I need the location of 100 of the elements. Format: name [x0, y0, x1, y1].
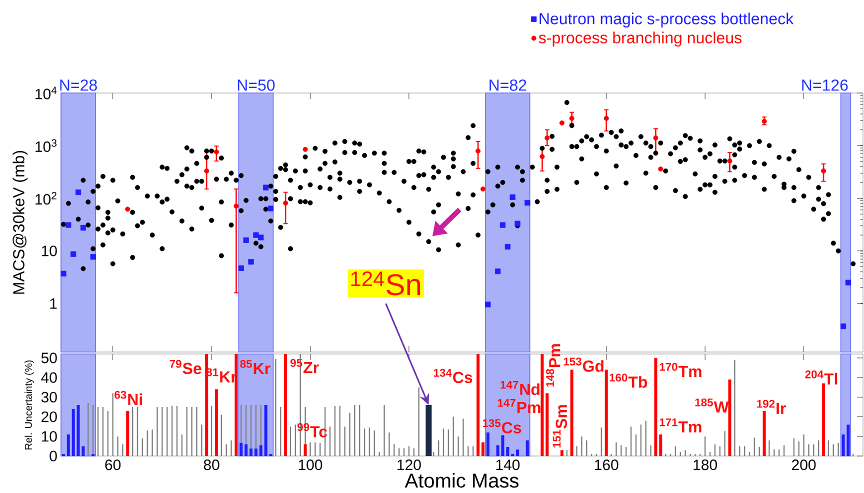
annotation: $^{151}$Sm — [552, 405, 568, 448]
point — [514, 220, 520, 226]
bar — [126, 410, 130, 456]
point — [66, 222, 72, 228]
annotation: $^{170}$Tm — [660, 362, 702, 377]
legend-label: Neutron magic s-process bottleneck — [540, 12, 794, 28]
annotation: $^{95}$Zr — [290, 358, 319, 374]
bar — [244, 444, 248, 456]
bar — [822, 383, 826, 456]
bar — [526, 440, 529, 456]
point — [268, 206, 274, 212]
bar — [254, 448, 258, 456]
x-axis-title: Atomic Mass — [404, 473, 518, 488]
x-tick-label: 180 — [694, 460, 717, 470]
point — [604, 116, 609, 121]
x-tick-label: 80 — [204, 460, 220, 470]
x-tick-label: 100 — [298, 460, 322, 470]
bar — [762, 410, 766, 456]
point — [494, 268, 501, 274]
y-tick-label: 0 — [50, 450, 57, 462]
x-tick-label: 140 — [496, 460, 520, 470]
annotation: $^{160}$Tb — [610, 374, 648, 388]
y-tick-label: 30 — [41, 392, 57, 402]
annotation: $^{147}$Nd — [500, 380, 540, 396]
point — [243, 237, 249, 243]
point — [540, 154, 545, 160]
bar — [284, 354, 288, 456]
band-label: N=50 — [238, 79, 275, 91]
point — [283, 200, 288, 206]
bar — [259, 445, 262, 456]
annotation: $^{63}$Ni — [114, 390, 142, 405]
y-tick-label: 10$^{3}$ — [36, 139, 57, 152]
bar — [654, 358, 658, 456]
annotation: $^{135}$Cs — [482, 419, 522, 434]
point — [253, 232, 259, 238]
annotation: $^{147}$Pm — [498, 399, 540, 413]
bar — [486, 432, 490, 456]
bar — [570, 370, 574, 456]
bar — [264, 405, 268, 456]
point — [569, 116, 574, 121]
x-tick-label: 200 — [792, 460, 816, 470]
annotation: $^{85}$Kr — [240, 360, 270, 374]
point — [762, 118, 767, 124]
point — [840, 323, 846, 330]
bar — [240, 442, 243, 456]
point — [263, 184, 269, 190]
y-tick-label: 40 — [41, 372, 57, 383]
band-label: N=82 — [490, 79, 526, 91]
bar — [728, 380, 732, 456]
point — [258, 234, 264, 240]
y-tick-label: 10$^{2}$ — [36, 192, 56, 205]
y-axis-title: MACS@30keV (mb) — [12, 150, 28, 294]
x-tick-label: 160 — [595, 460, 618, 470]
point — [75, 189, 82, 196]
annotation: $^{79}$Se — [170, 360, 202, 374]
point — [500, 222, 506, 228]
point — [248, 259, 254, 265]
point — [238, 265, 244, 271]
point — [510, 194, 516, 200]
bar — [506, 446, 510, 456]
annotation: $^{204}$Tl — [805, 370, 838, 384]
bar — [214, 389, 218, 456]
point — [485, 302, 491, 308]
annotation: $^{99}$Tc — [297, 423, 328, 438]
bar — [560, 450, 564, 456]
point — [544, 135, 550, 140]
point — [60, 270, 66, 276]
annotation: $^{148}$Pm — [546, 344, 560, 387]
bar — [72, 408, 75, 456]
annotation: $^{171}$Tm — [660, 418, 702, 432]
y-tick-label: 1 — [50, 298, 57, 309]
bar — [481, 442, 484, 456]
point — [80, 224, 86, 231]
annotation: $^{153}$Gd — [564, 358, 604, 372]
point — [504, 244, 510, 250]
x-tick-label: 60 — [105, 460, 121, 470]
bar — [205, 354, 208, 456]
bar — [540, 354, 544, 456]
y-tick-label: 10$^{4}$ — [36, 86, 57, 100]
point — [727, 158, 732, 164]
bar — [304, 444, 307, 456]
x-tick-label: 120 — [398, 460, 421, 470]
bar — [659, 434, 662, 456]
point — [845, 280, 852, 286]
point — [653, 135, 658, 140]
point — [90, 254, 96, 260]
annotation: $^{134}$Cs — [434, 368, 472, 384]
point — [70, 251, 76, 257]
y-tick-label: 20 — [42, 411, 57, 422]
point — [234, 204, 239, 209]
bar — [546, 393, 549, 456]
point — [821, 168, 826, 174]
bar — [66, 434, 70, 456]
bar — [516, 450, 520, 456]
point — [524, 200, 530, 206]
annotation: $^{192}$Ir — [757, 400, 786, 414]
point — [214, 149, 219, 154]
y-tick-label: 10 — [42, 246, 57, 256]
annotation: $^{124}$Sn — [351, 271, 420, 296]
bar — [250, 448, 253, 456]
